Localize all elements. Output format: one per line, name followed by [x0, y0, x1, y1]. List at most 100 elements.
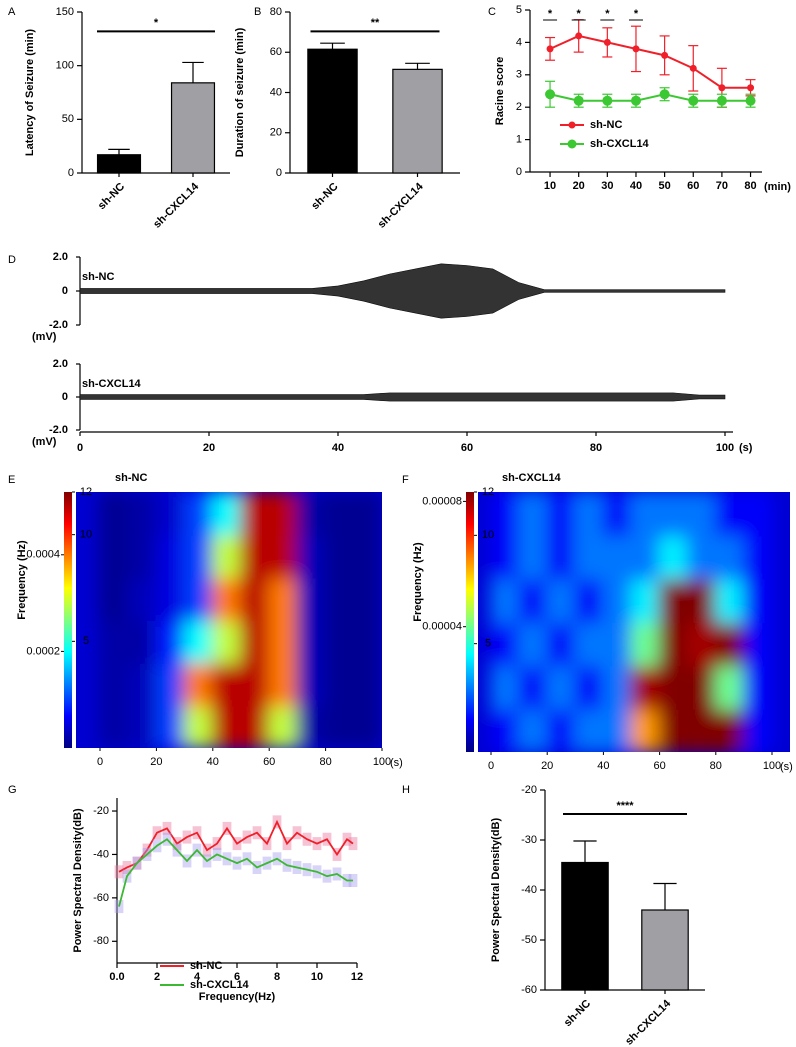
x-tick-label: 40 — [630, 180, 642, 192]
heatmap-cell — [714, 707, 745, 752]
x-tick-label: 6 — [234, 971, 240, 983]
heatmap-cell — [127, 704, 158, 748]
x-tick-label: 20 — [573, 180, 585, 192]
heatmap-cell — [183, 576, 214, 621]
heatmap-cell — [630, 534, 661, 580]
x-unit: (s) — [390, 757, 403, 769]
heatmap-cell — [352, 576, 382, 621]
heatmap-cell — [574, 621, 605, 667]
heatmap-cell — [268, 704, 299, 748]
heatmap-cell — [240, 704, 271, 748]
x-tick-label: 10 — [544, 180, 556, 192]
y-tick-label: 50 — [62, 113, 74, 125]
heatmap-cell — [714, 492, 745, 537]
y-axis-label: Latency of Seizure (min) — [24, 29, 36, 156]
heatmap-cell — [324, 533, 355, 579]
y-tick-label: 2 — [516, 101, 522, 113]
colorbar — [64, 492, 72, 748]
trace-label: sh-NC — [82, 271, 114, 283]
y-tick-label: 80 — [270, 6, 282, 18]
heatmap-cell — [518, 534, 549, 580]
heatmap-cell — [714, 664, 745, 710]
trace-envelope — [79, 263, 726, 319]
heatmap-cell — [630, 621, 661, 667]
series-line — [549, 34, 751, 89]
panel-letter: F — [402, 474, 409, 486]
y-tick-label: -50 — [521, 934, 537, 946]
heatmap-cell — [155, 492, 186, 536]
heatmap-cell — [240, 661, 271, 707]
heatmap-cell — [240, 533, 271, 579]
heatmap-cell — [324, 704, 355, 748]
heatmap-cell — [183, 619, 214, 664]
y-tick-label: 2.0 — [53, 251, 68, 263]
heatmap-cell — [630, 492, 661, 537]
heatmap-cell — [352, 492, 382, 536]
annotation: * — [605, 8, 610, 20]
x-tick-label: 8 — [274, 971, 280, 983]
x-tick-label: 100 — [763, 760, 781, 772]
heatmap-cell — [240, 619, 271, 664]
panel-title: sh-CXCL14 — [502, 472, 562, 484]
heatmap-cell — [99, 661, 130, 707]
bar — [641, 909, 689, 991]
heatmap-cell — [155, 533, 186, 579]
y-tick-label: 12 — [80, 486, 92, 498]
heatmap-cell — [546, 664, 577, 710]
x-tick-label: 100 — [373, 756, 391, 768]
heatmap-cell — [714, 534, 745, 580]
heatmap-cell — [99, 576, 130, 621]
series-line — [118, 819, 354, 873]
marker — [661, 51, 669, 59]
y-axis-label: Frequency (Hz) — [16, 540, 28, 620]
heatmap-cell — [99, 533, 130, 579]
marker — [546, 45, 554, 53]
heatmap-cell — [211, 576, 242, 621]
y-tick-label: 20 — [270, 127, 282, 139]
heatmap-cell — [127, 619, 158, 664]
x-tick-label: 20 — [541, 760, 553, 772]
marker — [747, 84, 755, 92]
heatmap-cell — [546, 707, 577, 752]
y-tick-label: -20 — [93, 805, 109, 817]
x-tick-label: 60 — [461, 442, 473, 454]
y-tick-label: 10 — [80, 529, 92, 541]
y-tick-label: 150 — [56, 6, 74, 18]
y-axis-label: Power Spectral Density(dB) — [490, 818, 502, 963]
trace-envelope — [79, 392, 726, 402]
x-tick-label: 100 — [716, 442, 734, 454]
x-tick-label: 20 — [203, 442, 215, 454]
heatmap-cell — [99, 704, 130, 748]
legend-label: sh-CXCL14 — [590, 138, 650, 150]
heatmap-cell — [742, 707, 773, 752]
heatmap-cell — [296, 704, 327, 748]
heatmap-cell — [714, 577, 745, 623]
x-tick-label: 40 — [207, 756, 219, 768]
marker — [745, 95, 756, 106]
y-tick-label: 1 — [516, 134, 522, 146]
x-tick-label: 80 — [710, 760, 722, 772]
marker — [632, 45, 640, 53]
heatmap-cell — [630, 707, 661, 752]
heatmap-cell — [296, 533, 327, 579]
marker — [630, 95, 641, 106]
error-bar — [320, 42, 345, 50]
heatmap-cell — [546, 577, 577, 623]
marker — [602, 95, 613, 106]
y-tick-label: 100 — [56, 60, 74, 72]
heatmap-cell — [742, 577, 773, 623]
heatmap-cell — [127, 576, 158, 621]
heatmap-cell — [658, 707, 689, 752]
marker — [718, 84, 726, 92]
heatmap-cell — [742, 664, 773, 710]
y-tick-label: 5 — [485, 638, 491, 650]
significance-label: * — [154, 17, 159, 29]
y-tick-label: 4 — [516, 36, 522, 48]
heatmap-cell — [742, 534, 773, 580]
y-tick-label: -20 — [521, 784, 537, 796]
y-tick-label: -2.0 — [49, 424, 68, 436]
heatmap-cell — [686, 707, 717, 752]
legend-label: sh-NC — [190, 960, 222, 972]
y-tick-label: -40 — [521, 884, 537, 896]
y-tick-label: 12 — [482, 486, 494, 498]
